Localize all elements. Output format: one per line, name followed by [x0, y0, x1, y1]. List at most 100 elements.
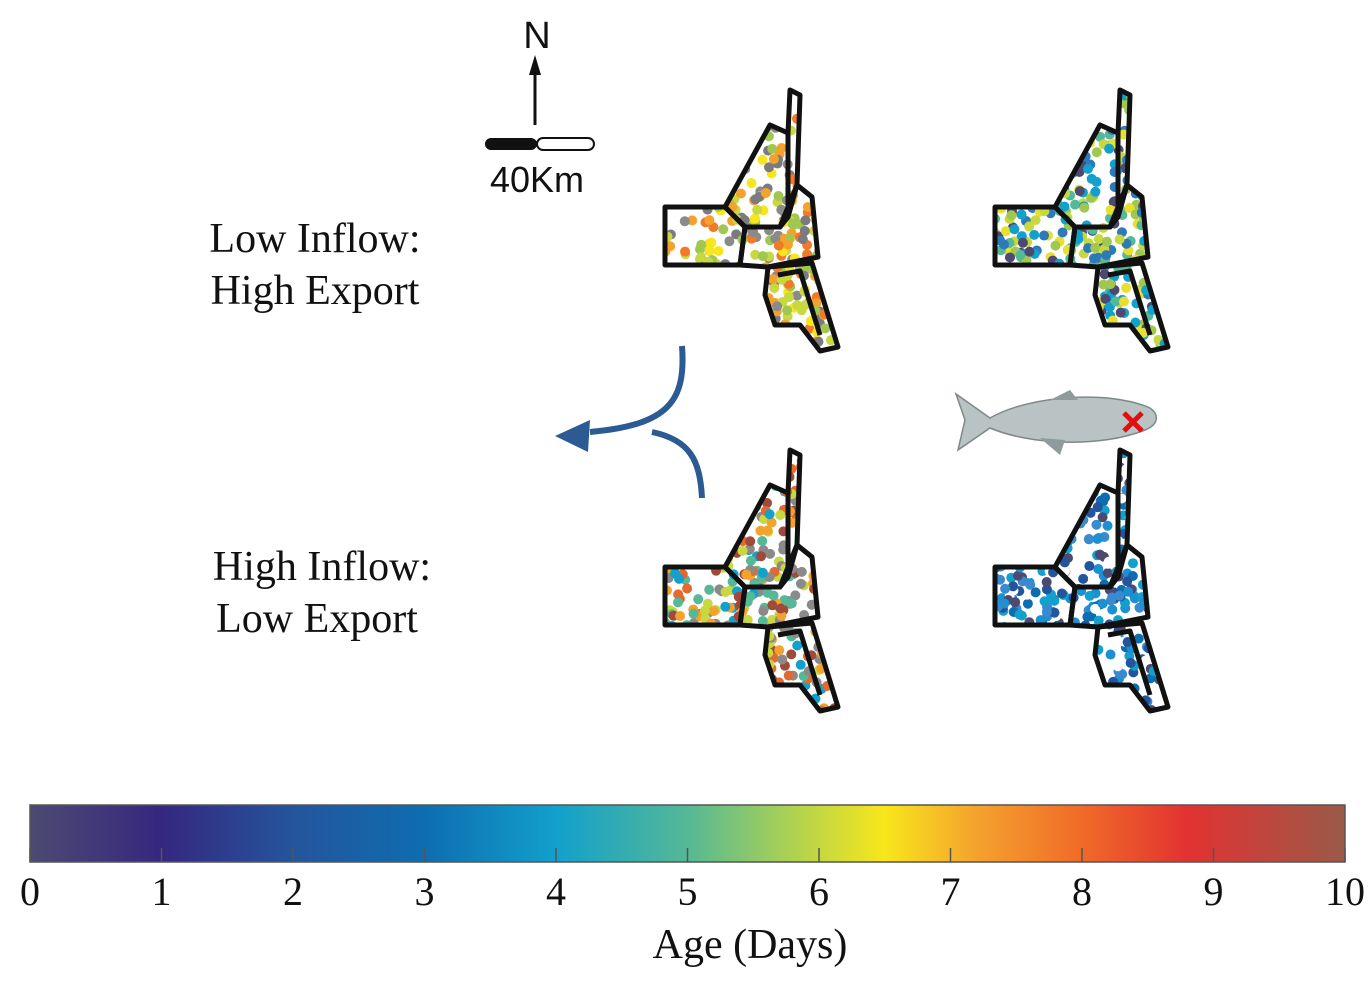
particle — [825, 278, 835, 288]
particle — [1005, 252, 1015, 262]
particle — [757, 453, 767, 463]
particle — [815, 463, 825, 473]
particle — [1164, 637, 1174, 647]
particle — [765, 509, 775, 519]
particle — [679, 474, 689, 484]
particle — [1081, 322, 1091, 332]
particle — [736, 119, 746, 129]
particle — [1140, 165, 1150, 175]
particle — [828, 271, 838, 281]
particle — [716, 161, 726, 171]
particle — [1146, 526, 1156, 536]
particle — [833, 598, 843, 608]
particle — [725, 319, 735, 329]
particle — [764, 464, 774, 474]
particle — [1057, 513, 1067, 523]
particle — [680, 472, 690, 482]
particle — [746, 86, 756, 96]
particle — [727, 451, 737, 461]
particle — [1000, 274, 1010, 284]
particle — [673, 597, 683, 607]
particle — [1032, 308, 1042, 318]
particle — [806, 103, 816, 113]
particle — [714, 309, 724, 319]
particle — [1014, 501, 1024, 511]
particle — [670, 157, 680, 167]
particle — [761, 188, 771, 198]
particle — [687, 327, 697, 337]
particle — [662, 335, 672, 345]
particle — [990, 644, 1000, 654]
particle — [718, 450, 728, 460]
particle — [758, 568, 768, 578]
particle — [1081, 471, 1091, 481]
particle — [1031, 467, 1041, 477]
colorbar-tick-label: 0 — [20, 869, 40, 914]
particle — [1032, 523, 1042, 533]
particle — [1133, 98, 1143, 108]
particle — [1148, 206, 1158, 216]
particle — [828, 92, 838, 102]
particle — [1069, 479, 1079, 489]
particle — [1050, 304, 1060, 314]
particle — [800, 130, 810, 140]
particle — [1028, 518, 1038, 528]
particle — [740, 460, 750, 470]
particle — [693, 339, 703, 349]
particle — [1102, 337, 1112, 347]
particle — [1056, 324, 1066, 334]
particle — [1044, 691, 1054, 701]
particle — [1034, 498, 1044, 508]
particle — [827, 285, 837, 295]
particle — [729, 668, 739, 678]
particle — [1053, 488, 1063, 498]
particle — [827, 95, 837, 105]
particle — [1074, 122, 1084, 132]
particle — [755, 300, 765, 310]
particle — [702, 188, 712, 198]
particle — [1046, 682, 1056, 692]
particles — [990, 445, 1175, 716]
particle — [1162, 173, 1172, 183]
particle — [1080, 685, 1090, 695]
particle — [666, 319, 676, 329]
particle — [997, 191, 1007, 201]
particle — [1142, 123, 1152, 133]
particle — [1010, 171, 1020, 181]
particle — [1068, 509, 1078, 519]
particle — [1093, 462, 1103, 472]
particle — [1020, 471, 1030, 481]
particle — [1011, 466, 1021, 476]
particle — [835, 609, 845, 619]
particle — [995, 479, 1005, 489]
particle — [703, 692, 713, 702]
particle — [1085, 340, 1095, 350]
particle — [737, 287, 747, 297]
particle — [830, 519, 840, 529]
map — [660, 445, 845, 717]
particle — [1121, 283, 1131, 293]
particle — [1037, 160, 1047, 170]
particle — [801, 112, 811, 122]
particle — [686, 191, 696, 201]
particle — [826, 268, 836, 278]
particle — [1085, 454, 1095, 464]
particle — [1150, 215, 1160, 225]
particle — [1013, 707, 1023, 717]
particle — [1017, 125, 1027, 135]
particle — [678, 674, 688, 684]
particle — [805, 451, 815, 461]
particle — [698, 697, 708, 707]
particle — [1001, 491, 1011, 501]
particle — [1046, 686, 1056, 696]
particle — [732, 106, 742, 116]
particle — [1115, 234, 1125, 244]
particle — [1017, 655, 1027, 665]
particle — [687, 329, 697, 339]
particle — [1045, 453, 1055, 463]
particle — [803, 110, 813, 120]
particle — [699, 89, 709, 99]
particle — [668, 109, 678, 119]
north-label: N — [523, 15, 550, 57]
particle — [1003, 140, 1013, 150]
